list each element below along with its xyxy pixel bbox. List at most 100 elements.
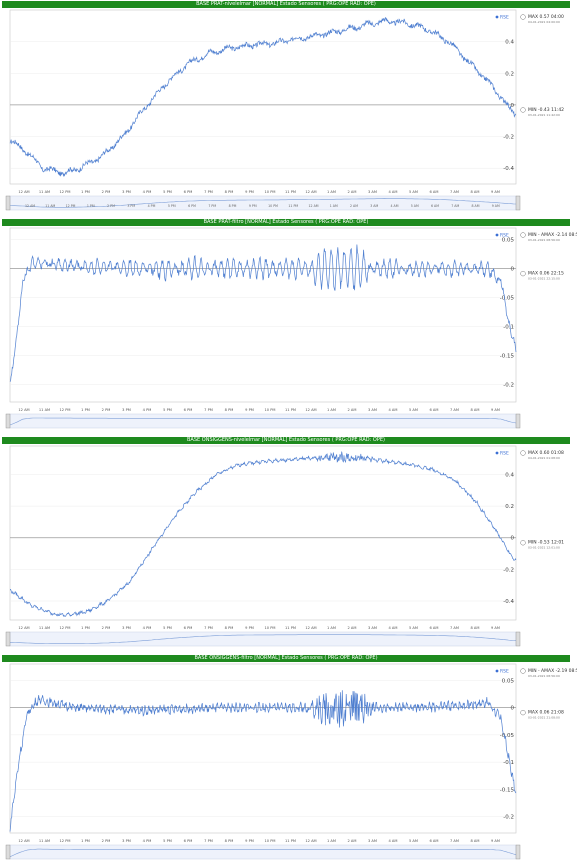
min-label: MIN -0.43 11:42 bbox=[528, 107, 564, 113]
navigator-tick-label: 12 AM bbox=[309, 204, 319, 208]
navigator bbox=[9, 631, 517, 647]
max-timestamp: 03-01-2021 08:56:00 bbox=[528, 674, 560, 678]
chart-svg-3[interactable]: -0.4 -0.2 0 0.2 0.4 12 AM 11 AM 12 PM 1 PM 2 PM 3 … bbox=[0, 436, 577, 654]
navigator-series bbox=[9, 198, 517, 208]
y-tick-label: -0.1 bbox=[503, 325, 514, 331]
x-tick-label: 8 AM bbox=[471, 839, 480, 843]
legend-marker bbox=[495, 451, 499, 455]
plot-area bbox=[9, 663, 517, 834]
min-timestamp: 03-01-2021 21:08:00 bbox=[528, 716, 560, 720]
x-tick-label: 4 AM bbox=[389, 839, 398, 843]
y-tick-label: 0.05 bbox=[502, 678, 515, 684]
x-tick-label: 8 PM bbox=[225, 626, 234, 630]
x-tick-label: 5 AM bbox=[409, 626, 418, 630]
x-tick-label: 5 AM bbox=[409, 408, 418, 412]
annotation-marker bbox=[520, 270, 526, 277]
x-tick-label: 2 AM bbox=[348, 190, 357, 194]
x-tick-label: 2 AM bbox=[348, 626, 357, 630]
legend-label: RSE bbox=[500, 451, 509, 457]
plot-area bbox=[9, 227, 517, 403]
y-tick-label: -0.05 bbox=[500, 733, 515, 739]
navigator-tick-label: 4 PM bbox=[148, 204, 156, 208]
x-tick-label: 7 PM bbox=[204, 190, 213, 194]
legend-label: RSE bbox=[500, 669, 509, 675]
navigator-tick-label: 11 PM bbox=[288, 204, 298, 208]
navigator-handle-right bbox=[515, 844, 521, 860]
y-tick-label: -0.2 bbox=[503, 567, 514, 573]
navigator-series bbox=[9, 417, 517, 426]
navigator-tick-label: 11 AM bbox=[45, 204, 55, 208]
x-tick-label: 9 AM bbox=[491, 190, 500, 194]
series-line bbox=[9, 690, 517, 832]
x-tick-label: 12 AM bbox=[18, 408, 29, 412]
y-tick-label: -0.2 bbox=[503, 383, 514, 389]
chart-title-3: BASE ONSIGGENS-nivelelmar [NORMAL] Estad… bbox=[2, 437, 570, 444]
navigator bbox=[9, 195, 517, 211]
x-tick-label: 3 PM bbox=[122, 190, 131, 194]
legend-label: RSE bbox=[500, 233, 509, 239]
navigator-tick-label: 8 PM bbox=[229, 204, 237, 208]
min-timestamp: 03-01-2021 12:01:00 bbox=[528, 546, 560, 550]
navigator-tick-label: 6 PM bbox=[188, 204, 196, 208]
series-line bbox=[9, 244, 517, 382]
navigator-tick-label: 12 AM bbox=[25, 204, 35, 208]
x-tick-label: 5 PM bbox=[163, 408, 172, 412]
navigator-tick-label: 5 PM bbox=[168, 204, 176, 208]
x-tick-label: 12 AM bbox=[305, 626, 316, 630]
x-tick-label: 9 AM bbox=[491, 626, 500, 630]
min-timestamp: 03-01-2021 11:42:00 bbox=[528, 113, 560, 117]
x-tick-label: 10 PM bbox=[265, 408, 276, 412]
x-tick-label: 8 AM bbox=[471, 626, 480, 630]
legend-marker bbox=[495, 233, 499, 237]
x-tick-label: 12 PM bbox=[60, 839, 71, 843]
x-tick-label: 4 AM bbox=[389, 408, 398, 412]
chart-svg-1[interactable]: -0.4 -0.2 0 0.2 0.4 12 AM 11 AM 12 PM 1 PM 2 PM 3 … bbox=[0, 0, 577, 218]
x-tick-label: 7 PM bbox=[204, 626, 213, 630]
navigator-tick-label: 12 PM bbox=[66, 204, 76, 208]
navigator-series bbox=[9, 848, 517, 857]
x-tick-label: 1 PM bbox=[81, 190, 90, 194]
max-label: MAX 0.57 04:00 bbox=[528, 14, 564, 20]
navigator-tick-label: 3 PM bbox=[127, 204, 135, 208]
navigator-handle-right bbox=[515, 195, 521, 211]
legend-marker bbox=[495, 669, 499, 673]
min-timestamp: 03-01-2021 22:15:00 bbox=[528, 277, 560, 281]
x-tick-label: 4 PM bbox=[143, 839, 152, 843]
y-tick-label: -0.1 bbox=[503, 760, 514, 766]
chart-panel-1: BASE PRAT-nivelelmar [NORMAL] Estado Sen… bbox=[0, 0, 577, 218]
y-tick-label: -0.15 bbox=[500, 354, 515, 360]
x-tick-label: 7 PM bbox=[204, 839, 213, 843]
navigator-handle-right bbox=[515, 413, 521, 429]
navigator-handle-left bbox=[5, 631, 11, 647]
x-tick-label: 3 AM bbox=[368, 408, 377, 412]
x-tick-label: 1 PM bbox=[81, 626, 90, 630]
x-tick-label: 1 PM bbox=[81, 839, 90, 843]
navigator-series bbox=[9, 634, 517, 644]
x-tick-label: 5 PM bbox=[163, 839, 172, 843]
plot-area bbox=[9, 445, 517, 621]
y-tick-label: 0.2 bbox=[505, 504, 514, 510]
y-tick-label: 0 bbox=[511, 267, 515, 273]
annotation-marker bbox=[520, 450, 526, 456]
annotation-marker bbox=[520, 232, 526, 238]
chart-svg-4[interactable]: -0.2 -0.15 -0.1 -0.05 0 0.05 12 AM 11 AM 12 PM 1 … bbox=[0, 654, 577, 867]
x-tick-label: 12 PM bbox=[60, 626, 71, 630]
y-tick-label: 0.2 bbox=[505, 71, 514, 77]
x-tick-label: 8 PM bbox=[225, 408, 234, 412]
y-tick-label: 0.4 bbox=[505, 40, 514, 46]
navigator-tick-label: 10 PM bbox=[268, 204, 278, 208]
x-tick-label: 4 PM bbox=[143, 190, 152, 194]
y-tick-label: 0 bbox=[511, 536, 515, 542]
x-tick-label: 10 PM bbox=[265, 190, 276, 194]
navigator-handle-right bbox=[515, 631, 521, 647]
y-tick-label: 0.05 bbox=[502, 238, 515, 244]
y-tick-label: 0.4 bbox=[505, 472, 514, 478]
x-tick-label: 8 AM bbox=[471, 408, 480, 412]
chart-svg-2[interactable]: -0.2 -0.15 -0.1 -0.05 0 0.05 12 AM 11 AM 12 PM 1 … bbox=[0, 218, 577, 436]
navigator-tick-label: 2 PM bbox=[107, 204, 115, 208]
navigator-tick-label: 8 AM bbox=[472, 204, 480, 208]
x-tick-label: 11 PM bbox=[285, 626, 296, 630]
x-tick-label: 11 PM bbox=[285, 190, 296, 194]
x-tick-label: 12 AM bbox=[18, 626, 29, 630]
chart-title-4: BASE ONSIGGENS-filtro [NORMAL] Estado Se… bbox=[2, 655, 570, 662]
